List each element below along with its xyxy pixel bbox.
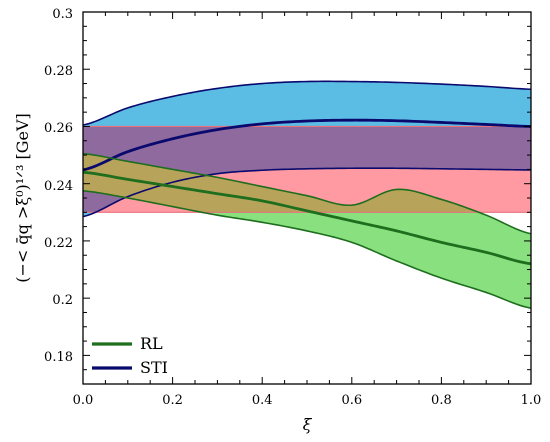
y-tick-label: 0.2 — [52, 293, 73, 308]
legend: RL STI — [92, 334, 168, 377]
x-tick-label: 0.6 — [341, 393, 362, 408]
sti-band-lower-fill — [83, 126, 531, 213]
y-tick-label: 0.28 — [44, 64, 73, 79]
x-tick-label: 0.4 — [252, 393, 273, 408]
sti-middle-line — [83, 118, 531, 172]
sti-lower-line — [83, 167, 531, 218]
ticks-layer — [82, 11, 532, 385]
y-axis-label: (−< q̄q >ξ⁰)¹ᐟ³ [GeV] — [13, 113, 32, 283]
bands-layer — [83, 80, 531, 309]
y-tick-label: 0.18 — [44, 350, 73, 365]
x-axis-label: ξ — [303, 415, 313, 434]
rl-lower-line — [83, 190, 531, 309]
rl-middle-line — [83, 170, 531, 266]
x-tick-label: 0.8 — [431, 393, 452, 408]
y-tick-label: 0.26 — [44, 121, 73, 136]
legend-label-sti: STI — [140, 358, 168, 377]
y-tick-label: 0.24 — [44, 179, 73, 194]
rl-upper-line — [83, 152, 531, 235]
x-tick-label: 0.2 — [162, 393, 183, 408]
rl-sti-overlap-fill — [83, 153, 531, 213]
y-tick-labels: 0.3 0.28 0.26 0.24 0.22 0.2 0.18 — [44, 7, 73, 365]
plot-frame — [82, 11, 532, 385]
x-tick-labels: 0.0 0.2 0.4 0.6 0.8 1.0 — [73, 393, 542, 408]
sti-upper-line — [83, 80, 531, 126]
y-tick-label: 0.3 — [52, 7, 73, 22]
legend-label-rl: RL — [140, 334, 163, 353]
y-tick-label: 0.22 — [44, 236, 73, 251]
x-tick-label: 1.0 — [521, 393, 542, 408]
x-tick-label: 0.0 — [73, 393, 94, 408]
